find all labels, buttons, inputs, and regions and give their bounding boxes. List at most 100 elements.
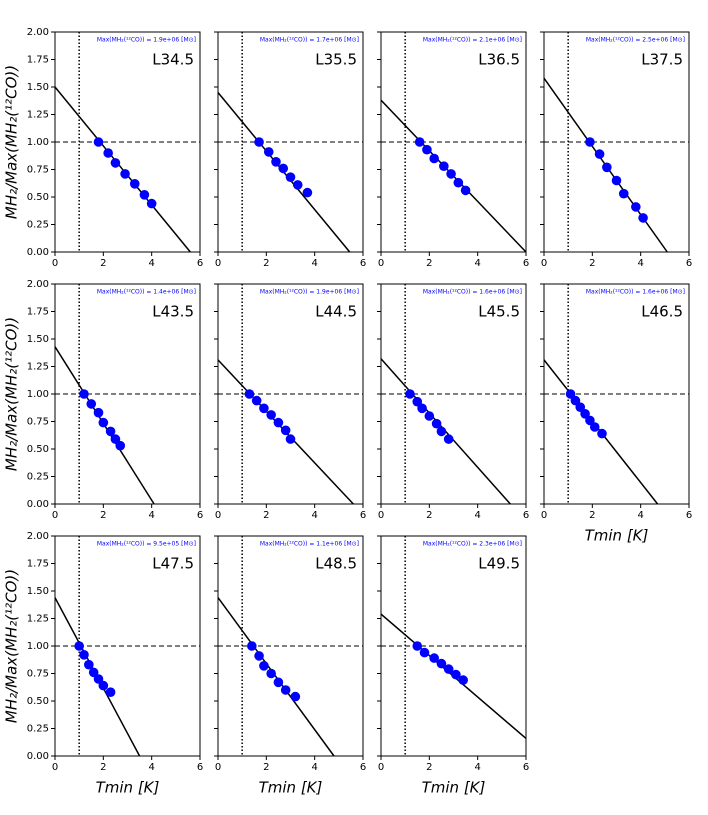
x-tick-label: 4 xyxy=(311,510,317,521)
data-point xyxy=(88,667,99,678)
y-tick-label: 1.50 xyxy=(27,82,49,93)
data-point xyxy=(139,190,150,200)
panel: 0 2 4 6 0.00 0.25 0.50 0.75 1.00 1.25 1.50 1.75 2.00… xyxy=(3,279,204,521)
x-tick-label: 0 xyxy=(378,258,384,269)
data-point xyxy=(84,659,94,670)
data-point xyxy=(458,675,468,685)
data-point xyxy=(611,175,622,186)
panel-label: L44.5 xyxy=(315,303,357,321)
annotation: Max(MH₂(¹²CO)) = 1.1e+06 [M⊙] xyxy=(260,541,359,548)
data-point xyxy=(431,418,442,429)
y-tick-label: 1.75 xyxy=(27,559,49,570)
panel-label: L49.5 xyxy=(478,555,520,573)
data-point xyxy=(247,641,257,651)
y-tick-label: 2.00 xyxy=(27,279,49,290)
panel: 0 2 4 6 L49.5 Max(MH₂(¹²CO)) = 2.3e+06 [M⊙] Tm… xyxy=(377,535,529,797)
y-tick-label: 0.50 xyxy=(27,444,49,455)
data-point xyxy=(110,434,121,444)
y-tick-label: 1.00 xyxy=(27,641,49,652)
data-point xyxy=(105,426,116,437)
data-point xyxy=(429,653,439,663)
x-tick-label: 6 xyxy=(360,510,366,521)
data-point xyxy=(285,172,296,182)
panel-label: L36.5 xyxy=(478,51,520,69)
annotation: Max(MH₂(¹²CO)) = 2.3e+06 [M⊙] xyxy=(423,541,522,548)
panel: 0 2 4 6 L37.5 Max(MH₂(¹²CO)) = 2.5e+06 [M⊙] xyxy=(540,31,692,269)
data-point xyxy=(263,147,274,157)
x-tick-label: 4 xyxy=(637,510,643,521)
x-tick-label: 0 xyxy=(215,510,221,521)
x-tick-label: 0 xyxy=(378,762,384,773)
y-axis-label: MH₂/Max(MH₂(¹²CO)) xyxy=(3,65,21,219)
data-point xyxy=(98,417,109,428)
fit-line xyxy=(54,86,191,253)
data-point xyxy=(271,157,281,167)
x-tick-label: 2 xyxy=(589,510,595,521)
x-tick-label: 2 xyxy=(100,258,106,269)
x-tick-label: 4 xyxy=(148,762,154,773)
x-tick-label: 0 xyxy=(52,510,58,521)
x-tick-label: 0 xyxy=(52,762,58,773)
x-axis-label: Tmin [K] xyxy=(96,779,160,797)
data-point xyxy=(439,161,449,171)
data-point xyxy=(618,188,629,199)
panel-label: L45.5 xyxy=(478,303,520,321)
panel-label: L48.5 xyxy=(315,555,357,573)
x-tick-label: 4 xyxy=(474,510,480,521)
y-tick-label: 0.75 xyxy=(27,417,49,428)
x-tick-label: 4 xyxy=(311,258,317,269)
data-point xyxy=(129,179,140,189)
data-point xyxy=(453,177,464,188)
data-point xyxy=(602,162,612,173)
x-tick-label: 2 xyxy=(426,258,432,269)
data-point xyxy=(412,396,423,407)
y-tick-label: 2.00 xyxy=(27,27,49,38)
x-tick-label: 2 xyxy=(100,510,106,521)
y-tick-label: 0.50 xyxy=(27,192,49,203)
data-point xyxy=(273,417,284,428)
panel: 0 2 4 6 L44.5 Max(MH₂(¹²CO)) = 1.9e+06 [M⊙] xyxy=(214,283,366,521)
data-point xyxy=(254,651,264,661)
annotation: Max(MH₂(¹²CO)) = 2.5e+06 [M⊙] xyxy=(586,37,685,44)
data-point xyxy=(631,202,641,212)
data-point xyxy=(98,680,109,691)
x-axis-label: Tmin [K] xyxy=(259,779,323,797)
data-point xyxy=(105,687,116,697)
data-point xyxy=(443,664,454,674)
data-point xyxy=(589,422,600,432)
data-point xyxy=(302,187,313,198)
data-point xyxy=(79,389,89,399)
data-point xyxy=(259,661,269,671)
fit-line xyxy=(217,597,335,757)
panel-label: L37.5 xyxy=(641,51,683,69)
panel: 0 2 4 6 0.00 0.25 0.50 0.75 1.00 1.25 1.50 1.75 2.00… xyxy=(3,27,204,269)
data-point xyxy=(422,144,432,155)
data-point xyxy=(419,647,430,658)
x-tick-label: 6 xyxy=(523,258,529,269)
x-axis-label: Tmin [K] xyxy=(422,779,486,797)
data-point xyxy=(93,137,104,147)
data-point xyxy=(443,434,454,444)
x-tick-label: 0 xyxy=(52,258,58,269)
y-tick-label: 0.25 xyxy=(27,220,49,231)
data-point xyxy=(273,677,284,688)
data-point xyxy=(565,389,576,399)
x-tick-label: 2 xyxy=(263,762,269,773)
data-point xyxy=(436,426,447,437)
panel: 0 2 4 6 L36.5 Max(MH₂(¹²CO)) = 2.1e+06 [M⊙] xyxy=(377,31,529,269)
annotation: Max(MH₂(¹²CO)) = 1.6e+06 [M⊙] xyxy=(423,289,522,296)
x-tick-label: 0 xyxy=(215,762,221,773)
panel: 0 2 4 6 L48.5 Max(MH₂(¹²CO)) = 1.1e+06 [M⊙] Tm… xyxy=(214,535,366,797)
data-point xyxy=(254,137,264,147)
x-tick-label: 6 xyxy=(523,510,529,521)
y-axis-label: MH₂/Max(MH₂(¹²CO)) xyxy=(3,317,21,471)
x-tick-label: 6 xyxy=(360,258,366,269)
y-tick-label: 1.50 xyxy=(27,334,49,345)
data-point xyxy=(436,658,447,669)
y-tick-label: 0.00 xyxy=(27,751,49,762)
x-tick-label: 6 xyxy=(686,510,692,521)
data-point xyxy=(266,410,276,420)
data-point xyxy=(244,389,255,399)
y-tick-label: 1.75 xyxy=(27,307,49,318)
annotation: Max(MH₂(¹²CO)) = 1.9e+06 [M⊙] xyxy=(97,37,196,44)
